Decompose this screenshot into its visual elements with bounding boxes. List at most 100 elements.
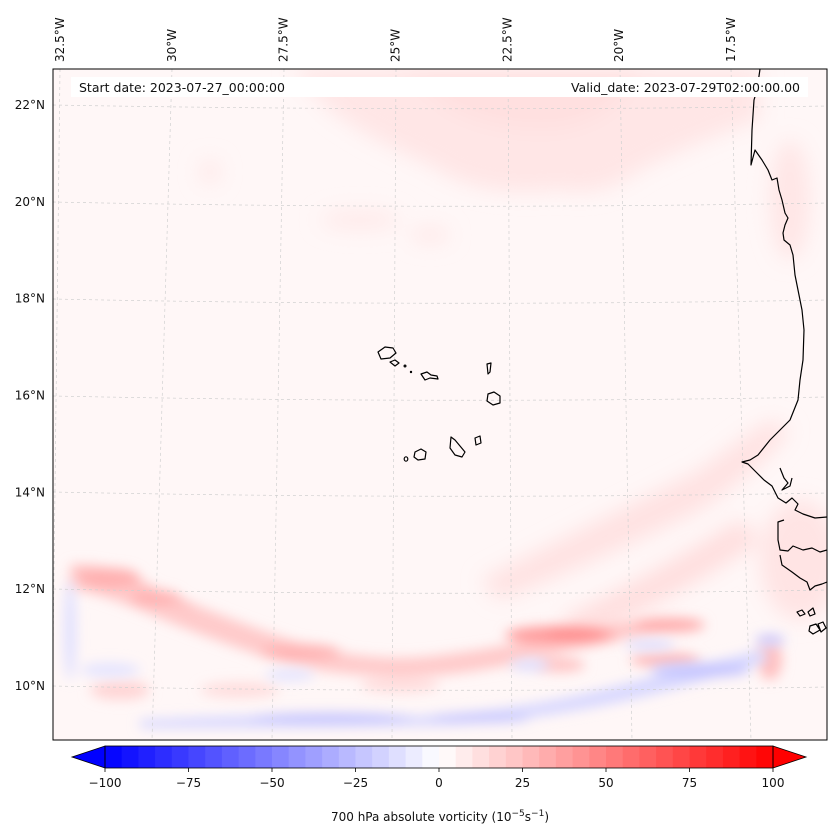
colorbar-segment xyxy=(639,746,657,768)
gridline-lon-30 xyxy=(151,69,173,740)
colorbar-segment xyxy=(522,746,540,768)
colorbar-segment xyxy=(171,746,190,768)
coastlines xyxy=(377,69,827,635)
start-date-label: Start date: 2023-07-27_00:00:00 xyxy=(79,80,285,95)
island-brava xyxy=(403,456,409,462)
lat-tick-label: 20°N xyxy=(15,195,45,209)
longitude-tick-labels: 32.5°W 30°W 27.5°W 25°W 22.5°W 20°W 17.5°W xyxy=(53,17,738,62)
colorbar: −100 −75 −50 −25 0 25 50 75 100 700 hPa absolute… xyxy=(70,745,808,824)
colorbar-segment xyxy=(455,746,473,768)
island-santiago xyxy=(449,436,466,458)
lat-tick-label: 10°N xyxy=(15,679,45,693)
colorbar-label-main: 700 hPa absolute vorticity (10 xyxy=(331,810,512,824)
colorbar-segment xyxy=(672,746,691,768)
gridline-lat-10 xyxy=(53,685,827,691)
colorbar-tick-label: 75 xyxy=(682,776,697,790)
lon-tick-label: 17.5°W xyxy=(724,17,738,62)
annotation-box xyxy=(71,77,808,97)
island-sao-nicolau xyxy=(420,371,439,381)
bijagos-islands xyxy=(796,607,827,635)
colorbar-segment xyxy=(238,746,256,768)
gridline-lat-16 xyxy=(53,395,827,401)
gridline-lat-18 xyxy=(53,298,827,304)
colorbar-segment xyxy=(622,746,640,768)
colorbar-label-end: ) xyxy=(544,810,549,824)
colorbar-segment xyxy=(756,746,774,768)
colorbar-tick-label: −100 xyxy=(89,776,122,790)
colorbar-extend-left xyxy=(70,745,106,769)
gridline-lat-22 xyxy=(53,104,827,110)
colorbar-tick-label: 50 xyxy=(598,776,613,790)
cape-verde-islands xyxy=(377,346,501,462)
field-negative-band xyxy=(64,580,785,728)
lon-tick-label: 22.5°W xyxy=(500,17,514,62)
island-sao-vicente xyxy=(389,359,400,367)
colorbar-segment xyxy=(405,746,423,768)
colorbar-segment xyxy=(338,746,357,768)
map-panel: Start date: 2023-07-27_00:00:00 Valid_da… xyxy=(52,68,828,741)
west-africa-coast xyxy=(741,69,827,519)
colorbar-segment xyxy=(355,746,373,768)
latitude-tick-labels: 22°N 20°N 18°N 16°N 14°N 12°N 10°N xyxy=(15,98,45,693)
colorbar-tick-label: −75 xyxy=(176,776,201,790)
gridline-lat-14 xyxy=(53,491,827,497)
island-boa-vista xyxy=(486,391,501,406)
colorbar-segment xyxy=(555,746,574,768)
lat-tick-label: 16°N xyxy=(15,389,45,403)
gridline-lat-12 xyxy=(53,588,827,594)
colorbar-tick-label: −25 xyxy=(343,776,368,790)
colorbar-segment xyxy=(689,746,707,768)
island-santa-luzia xyxy=(403,364,407,368)
colorbar-segment xyxy=(121,746,139,768)
lat-tick-label: 12°N xyxy=(15,582,45,596)
island-maio xyxy=(474,435,482,446)
colorbar-segment xyxy=(255,746,273,768)
colorbar-segment xyxy=(505,746,524,768)
colorbar-segment xyxy=(489,746,507,768)
colorbar-label-exp2: −1 xyxy=(531,809,544,819)
colorbar-segment xyxy=(656,746,674,768)
colorbar-tick-label: 25 xyxy=(515,776,530,790)
colorbar-segment xyxy=(589,746,607,768)
colorbar-segment xyxy=(138,746,156,768)
colorbar-segment xyxy=(372,746,390,768)
island-sal xyxy=(486,362,492,375)
colorbar-segment xyxy=(739,746,757,768)
colorbar-label-mid: s xyxy=(525,810,531,824)
colorbar-segment xyxy=(322,746,340,768)
colorbar-segment xyxy=(388,746,407,768)
colorbar-segment xyxy=(439,746,457,768)
colorbar-tick-label: −50 xyxy=(259,776,284,790)
colorbar-segment xyxy=(539,746,557,768)
gridline-lon-25 xyxy=(391,69,397,740)
island-santo-antao xyxy=(377,346,397,360)
gridline-lon-22.5 xyxy=(507,69,513,740)
colorbar-segment xyxy=(305,746,323,768)
colorbar-segment xyxy=(205,746,223,768)
colorbar-segment xyxy=(722,746,741,768)
lon-tick-label: 32.5°W xyxy=(53,17,67,62)
lon-tick-label: 25°W xyxy=(389,29,403,62)
graticule xyxy=(53,69,827,740)
colorbar-label-exp1: −5 xyxy=(512,809,525,819)
gridline-lon-17.5 xyxy=(730,69,752,740)
guinea-bissau-coast xyxy=(777,519,827,553)
field-coastal-positive xyxy=(480,420,827,640)
lat-tick-label: 14°N xyxy=(15,485,45,499)
colorbar-label: 700 hPa absolute vorticity (10−5s−1) xyxy=(331,809,549,824)
colorbar-segment xyxy=(221,746,240,768)
colorbar-segment xyxy=(472,746,490,768)
colorbar-segment xyxy=(188,746,206,768)
gambia-coast xyxy=(779,467,793,491)
lon-tick-label: 30°W xyxy=(165,29,179,62)
colorbar-extend-right xyxy=(772,745,808,769)
colorbar-segments xyxy=(105,746,774,768)
gridline-lon-20 xyxy=(619,69,633,740)
island-fogo xyxy=(413,448,427,461)
lon-tick-label: 20°W xyxy=(612,29,626,62)
colorbar-tick-label: 100 xyxy=(762,776,785,790)
colorbar-segment xyxy=(155,746,173,768)
colorbar-segment xyxy=(105,746,123,768)
colorbar-ticks: −100 −75 −50 −25 0 25 50 75 100 xyxy=(89,768,785,790)
